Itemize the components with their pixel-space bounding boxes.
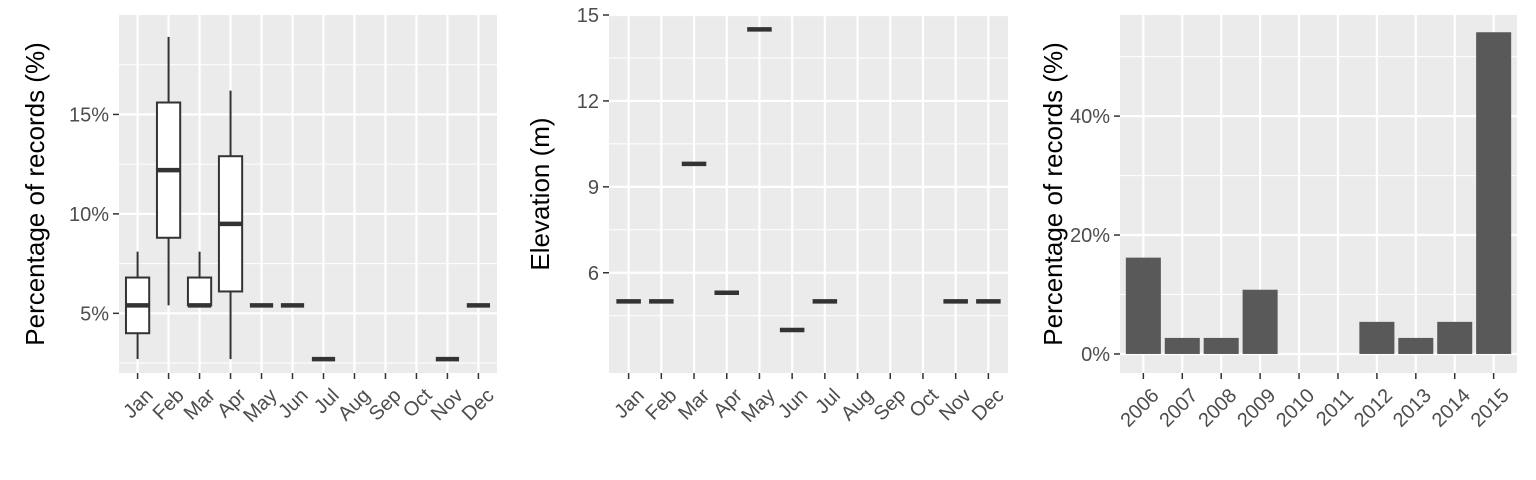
- x-tick-label: Jan: [119, 385, 157, 423]
- y-axis-title: Percentage of records (%): [20, 42, 50, 345]
- x-tick-label: 2014: [1428, 385, 1475, 432]
- box-feb: [155, 36, 182, 306]
- x-tick-label: 2008: [1194, 385, 1241, 432]
- x-tick-label: Jun: [774, 385, 812, 423]
- y-tick-label: 6: [588, 263, 599, 285]
- x-tick-label: 2007: [1155, 385, 1202, 432]
- x-tick-label: Feb: [149, 385, 189, 425]
- y-tick-label: 0%: [1081, 344, 1110, 366]
- x-tick-label: 2013: [1389, 385, 1436, 432]
- y-tick-label: 12: [577, 91, 599, 113]
- x-tick-label: Jan: [610, 385, 648, 423]
- x-tick-label: 2010: [1272, 385, 1319, 432]
- bar-2006: [1125, 257, 1161, 354]
- y-axis-title: Elevation (m): [525, 117, 555, 270]
- x-tick-label: Feb: [642, 385, 682, 425]
- x-tick-label: Mar: [674, 384, 714, 424]
- bar-2012: [1359, 321, 1395, 354]
- x-tick-label: Dec: [458, 385, 499, 426]
- x-tick-label: May: [737, 385, 779, 427]
- chart-yearly-percentage-bar: 0% 20% 40% 20062007200820092010201120122013…: [1038, 15, 1517, 432]
- y-tick-label: 40%: [1070, 106, 1110, 128]
- x-tick-label: 2015: [1467, 385, 1514, 432]
- x-tick-label: Sep: [870, 385, 911, 426]
- box-mar: [186, 251, 213, 308]
- x-tick-label: 2009: [1233, 385, 1280, 432]
- box-apr: [217, 90, 244, 360]
- x-tick-label: Jun: [274, 385, 312, 423]
- y-tick-label: 20%: [1070, 225, 1110, 247]
- y-axis-title: Percentage of records (%): [1038, 42, 1068, 345]
- x-tick-label: 2012: [1350, 385, 1397, 432]
- plot-panel: [1120, 15, 1517, 373]
- chart-monthly-percentage-boxplot: 5%10%15%JanFebMarAprMayJunJulAugSepOctNo…: [20, 15, 499, 427]
- x-tick-label: Oct: [906, 384, 944, 422]
- x-tick-label: Dec: [968, 385, 1009, 426]
- x-tick-label: Aug: [837, 385, 878, 426]
- x-tick-label: Nov: [935, 385, 976, 426]
- box-jan: [124, 251, 151, 360]
- y-tick-label: 10%: [69, 204, 109, 226]
- y-tick-label: 15: [577, 5, 599, 27]
- y-tick-label: 5%: [80, 303, 109, 325]
- bar-2009: [1242, 289, 1278, 354]
- plot-panel: [609, 15, 1008, 373]
- y-tick-label: 15%: [69, 104, 109, 126]
- bar-2007: [1164, 337, 1200, 354]
- bar-2014: [1437, 321, 1473, 354]
- box-body: [186, 276, 213, 307]
- y-tick-label: 9: [588, 177, 599, 199]
- x-tick-label: 2006: [1116, 385, 1163, 432]
- x-tick-label: 2011: [1312, 385, 1358, 431]
- bar-2013: [1398, 337, 1434, 354]
- bar-2015: [1476, 32, 1512, 354]
- bar-2008: [1203, 337, 1239, 354]
- x-tick-label: Oct: [399, 384, 437, 422]
